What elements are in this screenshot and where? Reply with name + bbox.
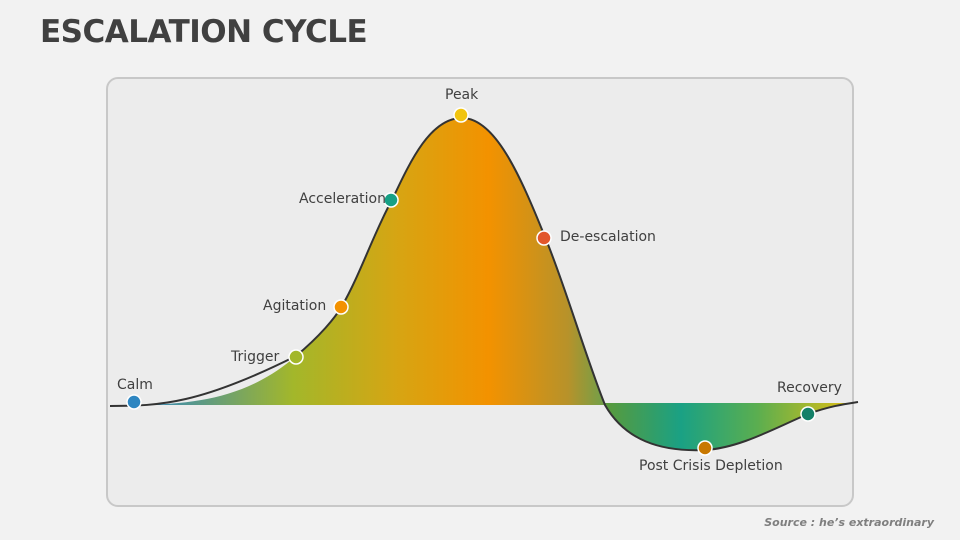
escalation-fill [140,118,605,405]
agitation-label: Agitation [263,298,327,314]
recovery-label: Recovery [777,380,842,396]
post-crisis-depletion-marker[interactable] [697,440,713,456]
page-title: ESCALATION CYCLE [40,14,368,50]
de-escalation-marker[interactable] [536,230,552,246]
de-escalation-label: De-escalation [560,229,656,245]
calm-label: Calm [117,377,153,393]
acceleration-marker[interactable] [383,192,399,208]
source-citation: Source : he’s extraordinary [764,516,934,529]
agitation-marker[interactable] [333,299,349,315]
trigger-label: Trigger [231,349,280,365]
peak-marker[interactable] [453,107,469,123]
trigger-marker[interactable] [288,349,304,365]
escalation-curve-line [109,116,859,452]
peak-label: Peak [445,87,479,103]
calm-marker[interactable] [126,394,142,410]
recovery-marker[interactable] [800,406,816,422]
post-crisis-depletion-label: Post Crisis Depletion [639,458,783,474]
acceleration-label: Acceleration [299,191,386,207]
depletion-fill [605,402,858,451]
